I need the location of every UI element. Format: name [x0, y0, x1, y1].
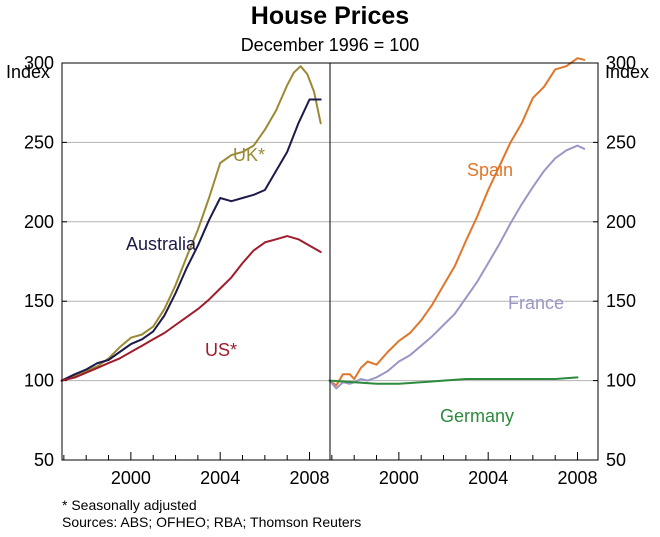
y-tick-label-right: 50 — [606, 450, 626, 470]
series-line-australia — [60, 98, 322, 382]
chart-subtitle: December 1996 = 100 — [240, 35, 420, 55]
panel-left: 2000 2004 2008 UK* Australia US* — [60, 65, 330, 488]
x-tick-label: 2004 — [200, 468, 240, 488]
y-tick-label-left: 50 — [34, 450, 54, 470]
x-tick-label: 2008 — [289, 468, 329, 488]
series-label-spain: Spain — [467, 160, 513, 180]
y-tick-label-left: 150 — [24, 291, 54, 311]
x-tick-label: 2000 — [111, 468, 151, 488]
y-tick-label-right: 200 — [606, 212, 636, 232]
y-tick-label-right: 150 — [606, 291, 636, 311]
y-tick-label-left: 100 — [24, 371, 54, 391]
series-label-us: US* — [205, 340, 237, 360]
series-line-spain — [328, 57, 586, 387]
x-tick-label: 2004 — [468, 468, 508, 488]
series-line-us — [60, 235, 322, 382]
y-tick-label-right: 100 — [606, 371, 636, 391]
y-unit-left: Index — [6, 62, 51, 82]
y-tick-label-left: 250 — [24, 132, 54, 152]
y-tick-label-left: 200 — [24, 212, 54, 232]
y-tick-label-right: 250 — [606, 132, 636, 152]
y-tick-label-left: 300 — [24, 53, 54, 73]
chart-title: House Prices — [250, 2, 410, 30]
series-line-uk — [60, 65, 322, 382]
x-tick-label: 2008 — [557, 468, 597, 488]
series-line-france — [328, 144, 586, 390]
series-line-germany — [328, 376, 579, 385]
sources-note: Sources: ABS; OFHEO; RBA; Thomson Reuter… — [62, 514, 362, 530]
y-tick-label-right: 300 — [606, 53, 636, 73]
series-label-australia: Australia — [126, 234, 197, 254]
panel-right: 2000 2004 2008 Spain France Germany — [328, 57, 598, 488]
series-label-france: France — [508, 293, 564, 313]
series-label-uk: UK* — [233, 145, 265, 165]
x-tick-label: 2000 — [379, 468, 419, 488]
y-unit-right: Index — [605, 62, 650, 82]
series-label-germany: Germany — [440, 406, 514, 426]
footnote: * Seasonally adjusted — [62, 497, 197, 513]
